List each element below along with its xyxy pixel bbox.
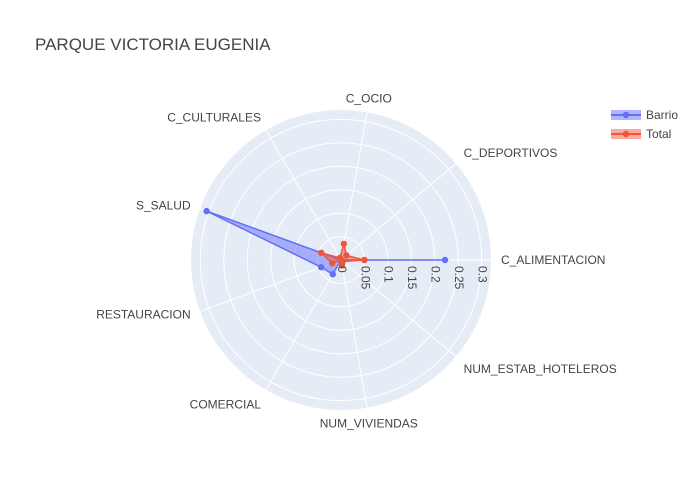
radial-tick-label: 0.2 bbox=[429, 266, 443, 283]
data-point[interactable] bbox=[343, 252, 350, 259]
angular-axis-labels: C_ALIMENTACION C_DEPORTIVOS C_OCIO C_CULTUR… bbox=[96, 91, 617, 430]
data-point[interactable] bbox=[441, 256, 449, 264]
angular-label: S_SALUD bbox=[136, 198, 191, 212]
grid-spoke bbox=[340, 112, 368, 261]
radial-tick-label: 0.05 bbox=[358, 266, 372, 290]
radial-axis-ticks: 0 0.05 0.1 0.15 0.2 0.25 0.3 bbox=[335, 266, 490, 290]
grid-spoke bbox=[265, 129, 342, 261]
legend-label: Barrio bbox=[646, 108, 678, 122]
radial-tick-label: 0.1 bbox=[382, 266, 396, 283]
legend-marker bbox=[622, 130, 630, 138]
data-point[interactable] bbox=[329, 271, 336, 278]
grid-spoke bbox=[340, 259, 457, 357]
legend[interactable]: Barrio Total bbox=[611, 108, 678, 141]
legend-marker bbox=[622, 111, 630, 119]
radial-tick-label: 0 bbox=[335, 266, 349, 273]
data-point[interactable] bbox=[340, 240, 348, 248]
data-point[interactable] bbox=[317, 264, 325, 271]
series-layer bbox=[203, 207, 449, 278]
legend-label: Total bbox=[646, 127, 671, 141]
legend-item-total[interactable]: Total bbox=[611, 127, 671, 141]
angular-label: NUM_ESTAB_HOTELEROS bbox=[464, 362, 617, 376]
chart-title: PARQUE VICTORIA EUGENIA bbox=[35, 35, 271, 54]
grid-spoke bbox=[340, 163, 457, 261]
data-point[interactable] bbox=[339, 258, 346, 265]
series-total[interactable] bbox=[317, 240, 368, 269]
angular-label: NUM_VIVIENDAS bbox=[320, 417, 418, 431]
data-point[interactable] bbox=[203, 207, 210, 215]
radial-tick-label: 0.3 bbox=[475, 266, 489, 283]
angular-label: C_OCIO bbox=[346, 91, 392, 105]
grid-spoke bbox=[340, 259, 368, 408]
grid-spoke bbox=[265, 259, 342, 391]
grid-spoke bbox=[199, 259, 342, 312]
data-point[interactable] bbox=[361, 256, 368, 264]
data-point[interactable] bbox=[328, 260, 336, 267]
data-point[interactable] bbox=[317, 249, 325, 256]
angular-label: RESTAURACION bbox=[96, 308, 190, 322]
angular-label: C_ALIMENTACION bbox=[501, 253, 605, 267]
radial-tick-label: 0.25 bbox=[452, 266, 466, 290]
angular-label: COMERCIAL bbox=[190, 398, 262, 412]
legend-item-barrio[interactable]: Barrio bbox=[611, 108, 678, 122]
radial-tick-label: 0.15 bbox=[405, 266, 419, 290]
angular-label: C_CULTURALES bbox=[167, 110, 261, 124]
angular-label: C_DEPORTIVOS bbox=[464, 146, 558, 160]
